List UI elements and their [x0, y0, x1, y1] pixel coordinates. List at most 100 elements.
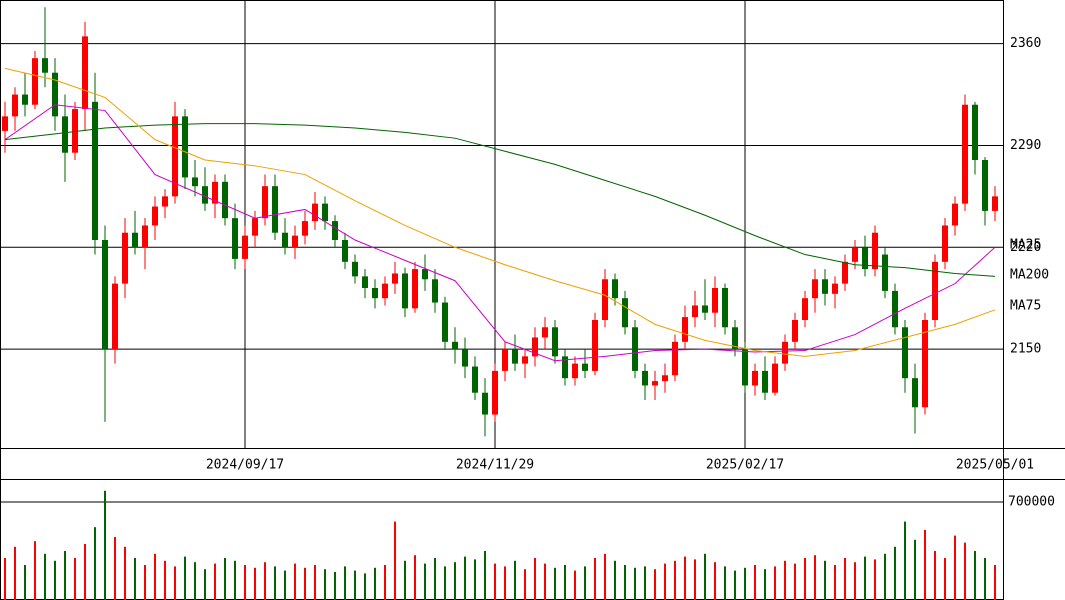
candle-body	[2, 116, 8, 131]
volume-bar	[844, 557, 846, 600]
candle-body	[482, 392, 488, 415]
x-tick-label: 2024/09/17	[206, 458, 284, 473]
volume-bar	[24, 564, 26, 600]
volume-bar	[44, 553, 46, 600]
volume-bar	[804, 557, 806, 600]
candle-body	[532, 337, 538, 357]
candle-body	[872, 232, 878, 270]
volume-bar	[64, 550, 66, 600]
volume-bar	[664, 563, 666, 600]
candle-body	[692, 305, 698, 318]
volume-bar	[394, 521, 396, 600]
volume-bar	[14, 546, 16, 600]
candle-body	[52, 72, 58, 117]
volume-bar	[634, 567, 636, 600]
candle-body	[962, 104, 968, 204]
volume-bar	[494, 563, 496, 600]
y-tick-label: 700000	[1008, 494, 1055, 509]
volume-bar	[284, 570, 286, 600]
volume-bar	[204, 569, 206, 600]
volume-bar	[504, 566, 506, 600]
volume-bar	[694, 559, 696, 600]
volume-bar	[764, 569, 766, 600]
candle-body	[472, 366, 478, 393]
candle-body	[192, 177, 198, 187]
candle-body	[42, 58, 48, 73]
volume-bar	[824, 560, 826, 600]
candle-body	[992, 196, 998, 211]
volume-bar	[254, 567, 256, 600]
candle-body	[262, 186, 268, 219]
candle-body	[172, 116, 178, 197]
candle-body	[982, 160, 988, 211]
volume-bar	[574, 570, 576, 600]
x-tick-label: 2025/05/01	[956, 458, 1034, 473]
candle-body	[842, 261, 848, 284]
volume-bar	[714, 562, 716, 600]
candle-body	[12, 94, 18, 117]
candle-body	[372, 288, 378, 299]
volume-bar	[674, 560, 676, 600]
candle-body	[652, 381, 658, 386]
volume-bar	[4, 557, 6, 600]
volume-bar	[684, 556, 686, 600]
candle-body	[462, 349, 468, 367]
volume-bar	[184, 556, 186, 600]
candle-body	[672, 341, 678, 376]
volume-bar	[94, 527, 96, 600]
candle-body	[602, 279, 608, 320]
volume-bar	[274, 566, 276, 600]
volume-bar	[404, 560, 406, 600]
volume-bar	[154, 553, 156, 600]
candle-body	[132, 232, 138, 248]
candle-body	[972, 104, 978, 160]
y-tick-label: 2290	[1010, 138, 1041, 153]
volume-bar	[234, 560, 236, 600]
candle-body	[82, 36, 88, 110]
volume-bar	[124, 546, 126, 600]
candle-body	[832, 283, 838, 294]
candle-body	[512, 349, 518, 364]
volume-bar	[744, 567, 746, 600]
frame	[0, 0, 1004, 600]
volume-bar	[444, 566, 446, 600]
candle-body	[912, 378, 918, 408]
legend-label: MA200	[1010, 268, 1049, 283]
candle-body	[722, 288, 728, 328]
moving-average	[4, 123, 996, 277]
candle-body	[442, 302, 448, 342]
volume-bar	[84, 543, 86, 600]
candle-body	[232, 218, 238, 259]
candle-body	[182, 116, 188, 178]
volume-bar	[854, 562, 856, 600]
candle-body	[432, 279, 438, 303]
volume-bar	[424, 563, 426, 600]
candle-body	[352, 261, 358, 277]
candle-body	[272, 186, 278, 233]
volume-bar	[704, 553, 706, 600]
volume-bar	[294, 563, 296, 600]
candle-body	[302, 221, 308, 236]
candle-body	[852, 247, 858, 262]
candle-body	[152, 206, 158, 226]
volume-bar	[774, 566, 776, 600]
candle-body	[752, 370, 758, 386]
volume-bar	[534, 557, 536, 600]
x-tick-label: 2025/02/17	[706, 458, 784, 473]
candle-body	[312, 203, 318, 222]
volume-bar	[554, 567, 556, 600]
volume-bar	[104, 490, 106, 600]
volume-bar	[924, 529, 926, 600]
volume-bar	[194, 562, 196, 600]
candle-body	[942, 225, 948, 262]
candle-body	[782, 341, 788, 364]
volume-bar	[974, 550, 976, 600]
candle-body	[562, 356, 568, 379]
candle-body	[292, 235, 298, 248]
candle-body	[412, 269, 418, 309]
volume-bar	[304, 567, 306, 600]
volume-bar	[814, 555, 816, 600]
volume-bar	[174, 566, 176, 600]
volume-bar	[724, 566, 726, 600]
volume-bar	[944, 557, 946, 600]
